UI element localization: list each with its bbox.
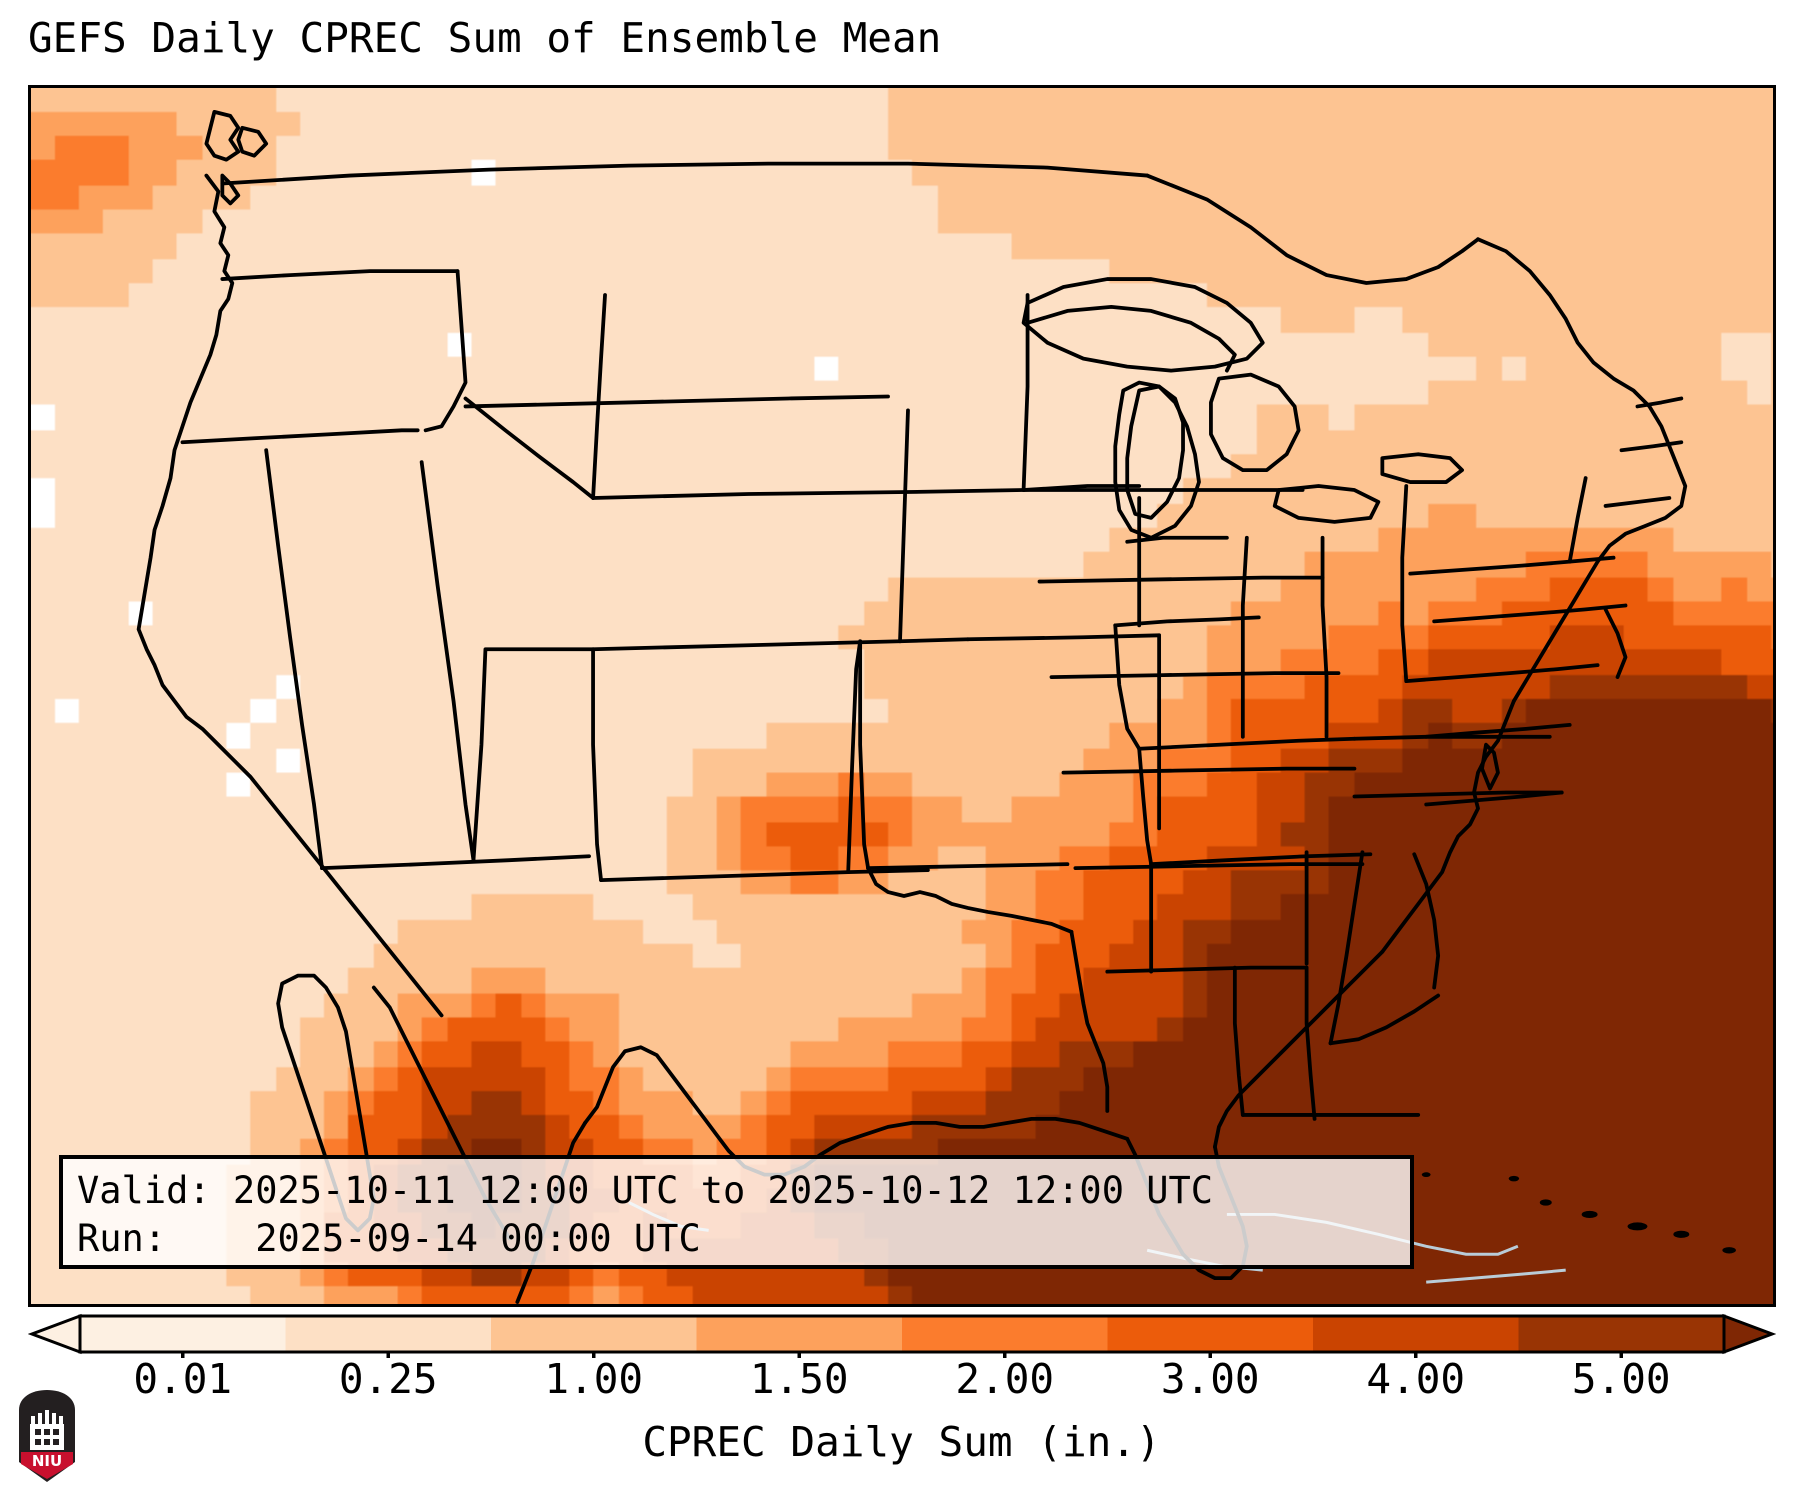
page-title: GEFS Daily CPREC Sum of Ensemble Mean: [28, 14, 942, 62]
forecast-info-box: Valid: 2025-10-11 12:00 UTC to 2025-10-1…: [59, 1155, 1414, 1269]
valid-time-line: Valid: 2025-10-11 12:00 UTC to 2025-10-1…: [77, 1169, 1214, 1212]
precipitation-heatmap: [31, 88, 1773, 1304]
colorbar-tick-0-25: 0.25: [338, 1355, 438, 1403]
run-time-line: Run: 2025-09-14 00:00 UTC: [77, 1217, 701, 1260]
colorbar-tick-2-00: 2.00: [955, 1355, 1055, 1403]
colorbar-tick-4-00: 4.00: [1366, 1355, 1466, 1403]
niu-logo[interactable]: NIU: [16, 1388, 78, 1484]
colorbar-tick-3-00: 3.00: [1160, 1355, 1260, 1403]
colorbar-axis-label: CPREC Daily Sum (in.): [642, 1418, 1161, 1466]
castle-icon: [30, 1410, 64, 1450]
niu-banner-text: NIU: [32, 1452, 62, 1470]
niu-banner: [21, 1452, 73, 1479]
colorbar-tick-1-50: 1.50: [749, 1355, 849, 1403]
colorbar-tick-labels: 0.01 0.25 1.00 1.50 2.00 3.00 4.00 5.00: [28, 1355, 1776, 1411]
colorbar-tick-1-00: 1.00: [544, 1355, 644, 1403]
map-plot-area[interactable]: [28, 85, 1776, 1307]
colorbar[interactable]: [28, 1312, 1776, 1358]
castle-windows-icon: [35, 1429, 59, 1445]
colorbar-gradient: [28, 1313, 1776, 1358]
colorbar-tick-0-01: 0.01: [133, 1355, 233, 1403]
colorbar-tick-5-00: 5.00: [1571, 1355, 1671, 1403]
